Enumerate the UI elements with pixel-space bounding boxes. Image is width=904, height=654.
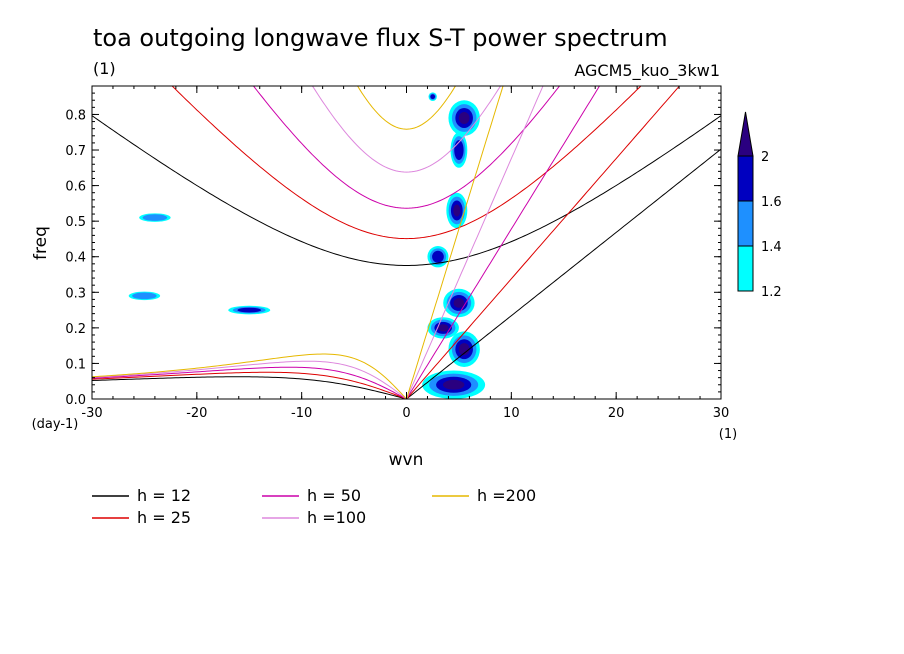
dispersion-curve bbox=[406, 86, 601, 399]
x-axis-label: wvn bbox=[389, 450, 424, 470]
colorbar-label: 2 bbox=[761, 150, 769, 165]
contour-blob bbox=[453, 204, 461, 217]
contour-blob bbox=[442, 379, 465, 390]
y-tick-label: 0.5 bbox=[65, 215, 86, 230]
dispersion-curve bbox=[92, 376, 407, 399]
colorbar-label: 1.4 bbox=[761, 240, 782, 255]
x-tick-label: -20 bbox=[186, 406, 207, 421]
y-unit: (day-1) bbox=[32, 417, 79, 432]
contour-blob bbox=[142, 214, 168, 221]
legend: h = 12 h = 25 h = 50 h =100 h =200 bbox=[92, 486, 536, 527]
dispersion-curve bbox=[311, 86, 502, 173]
legend-label: h =200 bbox=[477, 486, 536, 505]
contour-blob bbox=[453, 298, 465, 308]
dispersion-curve bbox=[92, 353, 407, 399]
chart-title: toa outgoing longwave flux S-T power spe… bbox=[93, 24, 668, 52]
y-tick-label: 0.0 bbox=[65, 393, 86, 408]
y-tick-label: 0.4 bbox=[65, 251, 86, 266]
colorbar: 1.2 1.4 1.6 2 bbox=[737, 111, 782, 300]
dispersion-curve bbox=[406, 86, 504, 399]
legend-label: h =100 bbox=[307, 508, 366, 527]
x-tick-label: -10 bbox=[291, 406, 312, 421]
dispersion-curve bbox=[92, 360, 407, 399]
colorbar-segment bbox=[737, 245, 754, 292]
dispersion-curve bbox=[406, 148, 721, 399]
x-tick-label: -30 bbox=[81, 406, 102, 421]
dispersion-curve bbox=[406, 86, 681, 399]
colorbar-arrow bbox=[737, 111, 754, 157]
colorbar-label: 1.6 bbox=[761, 195, 782, 210]
colorbar-label: 1.2 bbox=[761, 285, 782, 300]
colorbar-segment bbox=[737, 200, 754, 247]
y-axis-label: freq bbox=[31, 226, 51, 260]
x-tick-label: 10 bbox=[503, 406, 520, 421]
contour-blob bbox=[458, 111, 470, 125]
y-tick-label: 0.1 bbox=[65, 357, 86, 372]
contour-blob bbox=[237, 307, 261, 313]
y-tick-label: 0.2 bbox=[65, 322, 86, 337]
contour-blob bbox=[430, 94, 436, 100]
x-tick-label: 30 bbox=[713, 406, 730, 421]
y-tick-label: 0.3 bbox=[65, 286, 86, 301]
chart-subtitle-right: AGCM5_kuo_3kw1 bbox=[574, 61, 720, 81]
legend-label: h = 50 bbox=[307, 486, 361, 505]
x-tick-label: 0 bbox=[402, 406, 410, 421]
legend-label: h = 12 bbox=[137, 486, 191, 505]
plot-area: -30 -20 -10 0 10 20 30 0.0 0.1 0.2 0.3 0.4 0.5 0.6 0.7… bbox=[65, 85, 730, 421]
colorbar-segment bbox=[737, 155, 754, 202]
dispersion-curve bbox=[92, 371, 407, 399]
y-tick-label: 0.7 bbox=[65, 144, 86, 159]
contour-blob bbox=[454, 140, 464, 160]
y-tick-label: 0.6 bbox=[65, 180, 86, 195]
chart-subtitle-left: (1) bbox=[93, 59, 116, 78]
dispersion-curve bbox=[252, 86, 561, 209]
dispersion-curve bbox=[171, 86, 642, 240]
contour-blob bbox=[458, 343, 470, 356]
contour-blob bbox=[432, 250, 444, 263]
dispersion-curve bbox=[92, 115, 721, 266]
x-tick-label: 20 bbox=[608, 406, 625, 421]
contour-blob bbox=[132, 292, 157, 300]
dispersion-curve bbox=[357, 86, 456, 130]
plot-frame bbox=[91, 85, 722, 400]
x-unit: (1) bbox=[719, 427, 737, 442]
y-tick-label: 0.8 bbox=[65, 108, 86, 123]
contour-blob bbox=[437, 324, 449, 332]
dispersion-curve bbox=[92, 366, 407, 399]
legend-label: h = 25 bbox=[137, 508, 191, 527]
dispersion-curve bbox=[406, 86, 544, 399]
